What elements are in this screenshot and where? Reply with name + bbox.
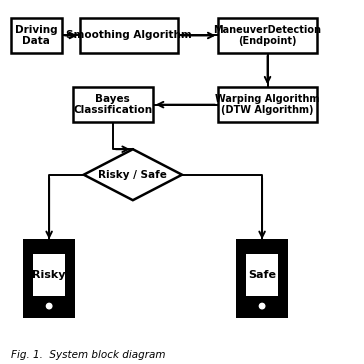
Text: ManeuverDetection
(Endpoint): ManeuverDetection (Endpoint)	[214, 25, 321, 46]
Polygon shape	[84, 149, 182, 200]
FancyBboxPatch shape	[241, 244, 283, 313]
FancyBboxPatch shape	[73, 87, 153, 122]
Text: Warping Algorithm
(DTW Algorithm): Warping Algorithm (DTW Algorithm)	[215, 94, 320, 115]
Text: Fig. 1.  System block diagram: Fig. 1. System block diagram	[11, 351, 165, 360]
Circle shape	[260, 303, 265, 309]
Text: Risky / Safe: Risky / Safe	[98, 170, 167, 180]
FancyBboxPatch shape	[11, 18, 62, 53]
Text: Driving
Data: Driving Data	[15, 25, 58, 46]
FancyBboxPatch shape	[28, 244, 70, 313]
FancyBboxPatch shape	[218, 18, 317, 53]
Circle shape	[47, 303, 52, 309]
Text: Bayes
Classification: Bayes Classification	[73, 94, 153, 115]
FancyBboxPatch shape	[80, 18, 178, 53]
FancyBboxPatch shape	[246, 254, 278, 296]
FancyBboxPatch shape	[218, 87, 317, 122]
Text: Safe: Safe	[248, 270, 276, 280]
Text: Risky: Risky	[32, 270, 66, 280]
FancyBboxPatch shape	[33, 254, 65, 296]
Text: Smoothing Algorithm: Smoothing Algorithm	[66, 31, 192, 40]
